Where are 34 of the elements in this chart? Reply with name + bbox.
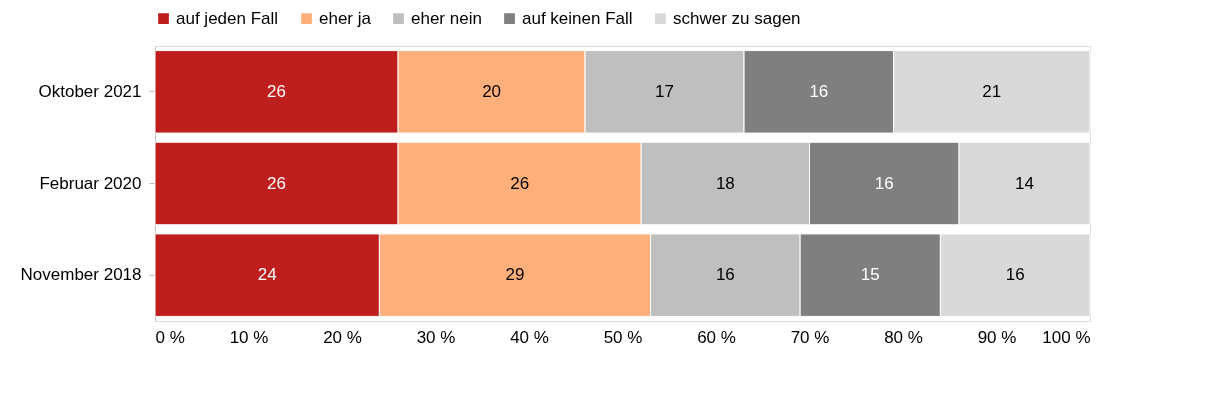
legend-label: eher ja xyxy=(319,8,372,28)
legend-label: auf jeden Fall xyxy=(176,8,279,28)
x-tick-label: 0 % xyxy=(155,327,185,347)
y-tick-label: November 2018 xyxy=(20,265,142,285)
data-label: 29 xyxy=(505,265,525,285)
y-tick-label: Februar 2020 xyxy=(39,173,142,193)
data-label: 26 xyxy=(510,173,530,193)
data-label: 21 xyxy=(982,81,1002,101)
data-label: 16 xyxy=(715,265,735,285)
data-label: 14 xyxy=(1015,173,1035,193)
x-tick-label: 10 % xyxy=(229,327,269,347)
data-label: 17 xyxy=(655,81,675,101)
data-label: 26 xyxy=(267,81,287,101)
x-tick-label: 20 % xyxy=(323,327,362,347)
x-tick-label: 30 % xyxy=(416,327,456,347)
data-label: 16 xyxy=(1005,265,1025,285)
x-tick-label: 70 % xyxy=(790,327,830,347)
data-label: 20 xyxy=(482,81,502,101)
x-tick-label: 100 % xyxy=(1042,327,1091,347)
y-tick-label: Oktober 2021 xyxy=(38,81,142,101)
data-label: 16 xyxy=(874,173,894,193)
data-label: 18 xyxy=(715,173,735,193)
x-tick-label: 90 % xyxy=(977,327,1017,347)
x-tick-label: 60 % xyxy=(697,327,736,347)
legend-label: auf keinen Fall xyxy=(522,8,633,28)
x-tick-label: 50 % xyxy=(603,327,643,347)
data-label: 15 xyxy=(860,265,880,285)
legend-label: eher nein xyxy=(411,8,482,28)
legend-label: schwer zu sagen xyxy=(673,8,801,28)
x-tick-label: 80 % xyxy=(884,327,923,347)
data-label: 26 xyxy=(267,173,287,193)
data-label: 16 xyxy=(809,81,829,101)
x-tick-label: 40 % xyxy=(510,327,549,347)
data-label: 24 xyxy=(257,265,277,285)
